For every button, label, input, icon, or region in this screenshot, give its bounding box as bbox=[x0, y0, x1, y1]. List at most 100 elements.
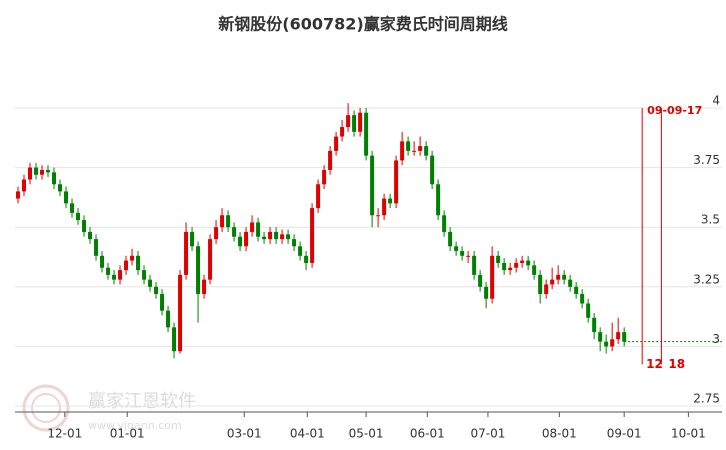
x-tick-label: 10-01 bbox=[671, 427, 706, 441]
candle-body bbox=[592, 317, 597, 333]
candle-body bbox=[52, 172, 57, 185]
candle-body bbox=[418, 146, 423, 151]
cycle-title: 09-09-17 bbox=[647, 104, 702, 117]
candle-body bbox=[220, 215, 225, 228]
candle-body bbox=[454, 246, 459, 252]
candle-body bbox=[514, 262, 519, 268]
x-tick-label: 07-01 bbox=[470, 427, 505, 441]
candle-body bbox=[616, 332, 621, 340]
candle-body bbox=[88, 231, 93, 240]
candle-body bbox=[436, 184, 441, 216]
candle-body bbox=[304, 255, 309, 263]
candle-body bbox=[34, 167, 39, 175]
candle-body bbox=[166, 310, 171, 328]
candle-body bbox=[508, 267, 513, 271]
candle-body bbox=[544, 284, 549, 294]
candle-body bbox=[250, 222, 255, 232]
x-tick-label: 12-01 bbox=[47, 427, 82, 441]
candle-body bbox=[334, 136, 339, 151]
candle-body bbox=[556, 274, 561, 280]
candle-body bbox=[70, 203, 75, 213]
candle-body bbox=[382, 198, 387, 216]
candle-body bbox=[496, 255, 501, 263]
candle-body bbox=[280, 234, 285, 240]
candle-body bbox=[130, 255, 135, 261]
candle-body bbox=[316, 184, 321, 209]
candle-body bbox=[82, 220, 87, 232]
candle-body bbox=[196, 246, 201, 294]
candle-body bbox=[76, 212, 81, 221]
candle-body bbox=[406, 141, 411, 151]
candle-body bbox=[502, 262, 507, 271]
candle-body bbox=[430, 155, 435, 185]
candle-body bbox=[376, 215, 381, 217]
candle-body bbox=[442, 215, 447, 232]
candle-body bbox=[244, 231, 249, 247]
candle-body bbox=[238, 236, 243, 247]
candle-body bbox=[538, 274, 543, 294]
candle-body bbox=[100, 255, 105, 268]
candle-body bbox=[226, 215, 231, 228]
candle-body bbox=[412, 150, 417, 152]
candle-body bbox=[424, 146, 429, 156]
candle-body bbox=[46, 169, 51, 173]
x-tick-label: 03-01 bbox=[227, 427, 262, 441]
candle-body bbox=[370, 155, 375, 216]
candle-body bbox=[40, 169, 45, 175]
candle-body bbox=[178, 274, 183, 352]
x-tick-label: 01-01 bbox=[110, 427, 145, 441]
candle-body bbox=[154, 286, 159, 294]
candle-body bbox=[142, 270, 147, 280]
y-tick-label: 3.75 bbox=[693, 153, 720, 167]
candle-body bbox=[106, 267, 111, 275]
x-tick-label: 05-01 bbox=[349, 427, 384, 441]
candle-body bbox=[532, 265, 537, 275]
candle-body bbox=[22, 179, 27, 192]
candle-body bbox=[292, 239, 297, 247]
candle-body bbox=[172, 327, 177, 352]
candle-body bbox=[184, 231, 189, 275]
candle-body bbox=[568, 279, 573, 287]
candle-body bbox=[472, 255, 477, 275]
candle-body bbox=[562, 274, 567, 280]
watermark-logo bbox=[22, 384, 70, 432]
candle-body bbox=[274, 231, 279, 240]
candle-body bbox=[364, 112, 369, 156]
chart-title: 新钢股份(600782)赢家费氏时间周期线 bbox=[218, 15, 507, 34]
candle-body bbox=[310, 208, 315, 263]
y-tick-label: 3.25 bbox=[693, 272, 720, 286]
watermark-url: www.yjgann.com bbox=[88, 419, 182, 432]
candle-body bbox=[490, 255, 495, 299]
candle-body bbox=[124, 260, 129, 271]
candle-body bbox=[550, 279, 555, 285]
candle-body bbox=[298, 246, 303, 256]
cycle-label: 18 bbox=[668, 357, 685, 371]
candle-body bbox=[64, 191, 69, 204]
cycle-label: 12 bbox=[646, 357, 663, 371]
candle-body bbox=[580, 293, 585, 304]
y-tick-label: 3.5 bbox=[701, 213, 720, 227]
candle-body bbox=[586, 303, 591, 318]
candle-body bbox=[610, 339, 615, 347]
candle-body bbox=[160, 293, 165, 311]
y-tick-label: 2.75 bbox=[693, 392, 720, 406]
candle-body bbox=[190, 231, 195, 247]
candle-body bbox=[622, 332, 627, 342]
candle-body bbox=[478, 274, 483, 287]
candle-body bbox=[262, 236, 267, 240]
candle-body bbox=[118, 270, 123, 280]
candle-body bbox=[58, 184, 63, 192]
candle-body bbox=[340, 127, 345, 137]
candle-body bbox=[202, 279, 207, 294]
candle-body bbox=[208, 239, 213, 280]
watermark: 赢家江恩软件 www.yjgann.com bbox=[22, 384, 196, 432]
candle-body bbox=[526, 260, 531, 266]
candle-body bbox=[286, 234, 291, 240]
candle-body bbox=[358, 112, 363, 132]
candle-body bbox=[520, 260, 525, 263]
watermark-logo bbox=[31, 393, 61, 423]
candle-body bbox=[322, 169, 327, 185]
y-tick-label: 3 bbox=[712, 332, 720, 346]
x-tick-label: 09-01 bbox=[607, 427, 642, 441]
candle-body bbox=[352, 115, 357, 132]
